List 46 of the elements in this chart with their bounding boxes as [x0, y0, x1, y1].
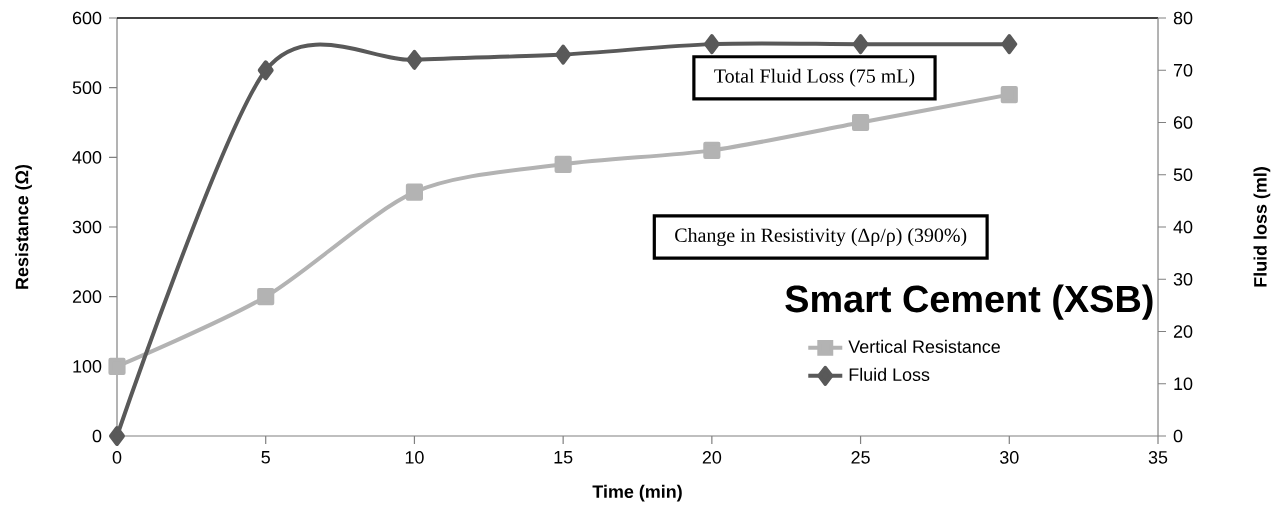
point [109, 426, 125, 446]
point [852, 113, 870, 132]
legend-label: Vertical Resistance [848, 339, 1000, 354]
y-tick-label: 300 [72, 220, 102, 234]
point [108, 357, 126, 375]
y-tick-label: 400 [72, 150, 102, 164]
y-tick-label: 600 [72, 11, 102, 25]
y-tick-label: 200 [72, 290, 102, 304]
x-tick-label: 35 [1148, 451, 1168, 464]
point [554, 155, 572, 173]
x-tick-label: 5 [261, 451, 270, 464]
legend-label: Fluid Loss [849, 367, 930, 381]
y2-tick-label: 70 [1173, 63, 1193, 77]
y2-tick-label: 20 [1173, 325, 1193, 338]
y2-tick-label: 40 [1173, 220, 1193, 234]
annotation: Total Fluid Loss (75 mL) [714, 68, 915, 87]
y-tick-label: 0 [92, 429, 102, 443]
point [1000, 86, 1018, 104]
point [257, 288, 275, 306]
point [257, 60, 274, 81]
y-tick-label: 100 [73, 359, 102, 373]
point [1001, 34, 1018, 55]
x-tick-label: 20 [702, 451, 722, 464]
y2-tick-label: 10 [1174, 377, 1193, 391]
point [406, 49, 423, 70]
annotation: Change in Resistivity (Δρ/ρ) (390%) [675, 227, 967, 247]
point [703, 141, 721, 159]
y2-tick-label: 60 [1173, 116, 1193, 129]
x-tick-label: 30 [1000, 451, 1019, 464]
y2-tick-label: 80 [1173, 11, 1193, 25]
text: Smart Cement (XSB) [785, 284, 1153, 320]
point [555, 44, 572, 65]
x-tick-label: 10 [405, 451, 424, 464]
y2-tick-label: 30 [1173, 272, 1193, 286]
point [852, 34, 869, 55]
x-axis-title: Time (min) [592, 484, 682, 502]
x-tick-label: 25 [851, 451, 870, 464]
x-tick-label: 0 [112, 451, 122, 464]
y2-tick-label: 50 [1173, 168, 1193, 182]
point [405, 183, 424, 201]
y-axis-title: Resistance (Ω) [15, 164, 32, 289]
x-tick-label: 15 [554, 451, 573, 464]
y-tick-label: 500 [72, 81, 102, 95]
point [703, 34, 720, 55]
y2-axis-title: Fluid loss (ml) [1253, 167, 1271, 287]
y2-tick-label: 0 [1173, 429, 1183, 443]
